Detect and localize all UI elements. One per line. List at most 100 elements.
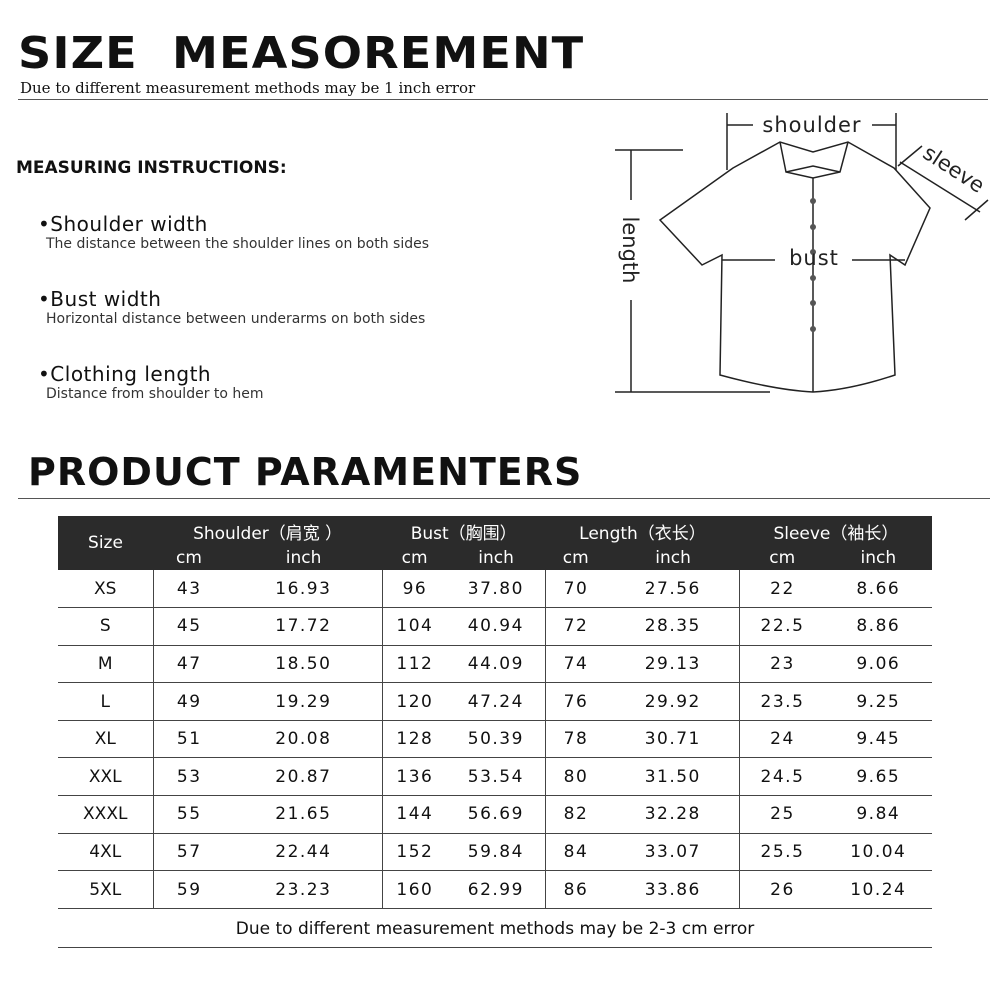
size-cell: XL [58, 720, 154, 759]
value-cell: 29.92 [606, 682, 741, 721]
group-header: Length（衣长） [545, 516, 740, 546]
value-cell: 70 [545, 570, 607, 609]
value-cell: 47.24 [447, 682, 546, 721]
value-cell: 27.56 [606, 570, 741, 609]
value-cell: 53.54 [447, 757, 546, 797]
unit-header: inch [447, 546, 546, 570]
instruction-desc: Distance from shoulder to hem [46, 386, 264, 402]
value-cell: 86 [545, 870, 607, 909]
unit-header: inch [606, 546, 740, 570]
value-cell: 76 [545, 682, 607, 721]
value-cell: 43 [153, 570, 225, 609]
table-row: XL 51 20.08 128 50.39 78 30.71 24 9.45 [58, 720, 932, 759]
value-cell: 120 [382, 682, 448, 721]
value-cell: 21.65 [224, 795, 383, 834]
value-cell: 47 [153, 645, 225, 684]
length-label: length [618, 217, 642, 284]
value-cell: 33.07 [606, 833, 741, 872]
unit-header: cm [739, 546, 825, 570]
divider [18, 498, 990, 499]
value-cell: 22.44 [224, 833, 383, 872]
value-cell: 74 [545, 645, 607, 684]
value-cell: 28.35 [606, 607, 741, 646]
instruction-desc: The distance between the shoulder lines … [46, 236, 430, 252]
group-header: Shoulder（肩宽 ） [153, 516, 383, 546]
value-cell: 59 [153, 870, 225, 909]
sleeve-label: sleeve [919, 141, 989, 198]
value-cell: 56.69 [447, 795, 546, 834]
shirt-diagram: shoulder bust length sleeve [615, 113, 989, 393]
table-row: 5XL 59 23.23 160 62.99 86 33.86 26 10.24 [58, 870, 932, 909]
value-cell: 49 [153, 682, 225, 721]
value-cell: 96 [382, 570, 448, 609]
size-cell: S [58, 607, 154, 646]
value-cell: 8.66 [824, 570, 932, 609]
instruction-label: •Clothing length [38, 362, 212, 386]
table-row: XXXL 55 21.65 144 56.69 82 32.28 25 9.84 [58, 795, 932, 834]
value-cell: 25 [739, 795, 825, 834]
error-note: Due to different measurement methods may… [20, 79, 476, 97]
value-cell: 62.99 [447, 870, 546, 909]
value-cell: 30.71 [606, 720, 741, 759]
instruction-label: •Bust width [38, 287, 162, 311]
value-cell: 16.93 [224, 570, 383, 609]
value-cell: 112 [382, 645, 448, 684]
instruction-label: •Shoulder width [38, 212, 208, 236]
instruction-shoulder: •Shoulder width The distance between the … [38, 212, 429, 252]
instruction-length: •Clothing length Distance from shoulder t… [38, 362, 264, 402]
table-row: M 47 18.50 112 44.09 74 29.13 23 9.06 [58, 645, 932, 684]
value-cell: 136 [382, 757, 448, 797]
value-cell: 40.94 [447, 607, 546, 646]
section-title: PRODUCT PARAMENTERS [28, 450, 583, 494]
table-row: XXL 53 20.87 136 53.54 80 31.50 24.5 9.65 [58, 757, 932, 797]
unit-header: cm [382, 546, 448, 570]
value-cell: 23.23 [224, 870, 383, 909]
table-row: 4XL 57 22.44 152 59.84 84 33.07 25.5 10.04 [58, 833, 932, 872]
value-cell: 20.87 [224, 757, 383, 797]
instruction-bust: •Bust width Horizontal distance between u… [38, 287, 425, 327]
instructions-title: MEASURING INSTRUCTIONS: [16, 158, 287, 178]
value-cell: 80 [545, 757, 607, 797]
value-cell: 53 [153, 757, 225, 797]
value-cell: 128 [382, 720, 448, 759]
table-row: XS 43 16.93 96 37.80 70 27.56 22 8.66 [58, 570, 932, 609]
value-cell: 25.5 [739, 833, 825, 872]
value-cell: 19.29 [224, 682, 383, 721]
value-cell: 9.84 [824, 795, 932, 834]
value-cell: 84 [545, 833, 607, 872]
instruction-desc: Horizontal distance between underarms on… [46, 311, 426, 327]
value-cell: 57 [153, 833, 225, 872]
unit-header: inch [224, 546, 383, 570]
value-cell: 55 [153, 795, 225, 834]
value-cell: 51 [153, 720, 225, 759]
shirt-outline [658, 141, 931, 393]
unit-header: inch [824, 546, 932, 570]
value-cell: 152 [382, 833, 448, 872]
value-cell: 104 [382, 607, 448, 646]
value-cell: 37.80 [447, 570, 546, 609]
size-cell: L [58, 682, 154, 721]
unit-header: cm [153, 546, 225, 570]
size-cell: 5XL [58, 870, 154, 909]
value-cell: 45 [153, 607, 225, 646]
size-cell: XS [58, 570, 154, 609]
value-cell: 22 [739, 570, 825, 609]
value-cell: 20.08 [224, 720, 383, 759]
table-footer-note: Due to different measurement methods may… [58, 912, 932, 948]
value-cell: 33.86 [606, 870, 741, 909]
value-cell: 24 [739, 720, 825, 759]
size-cell: XXL [58, 757, 154, 797]
value-cell: 44.09 [447, 645, 546, 684]
value-cell: 10.24 [824, 870, 932, 909]
group-header: Sleeve（袖长） [739, 516, 932, 546]
value-cell: 17.72 [224, 607, 383, 646]
value-cell: 18.50 [224, 645, 383, 684]
value-cell: 78 [545, 720, 607, 759]
value-cell: 23.5 [739, 682, 825, 721]
value-cell: 32.28 [606, 795, 741, 834]
size-table: Size Shoulder（肩宽 ） Bust（胸围） Length（衣长） S… [58, 516, 932, 909]
value-cell: 160 [382, 870, 448, 909]
value-cell: 26 [739, 870, 825, 909]
value-cell: 82 [545, 795, 607, 834]
table-row: S 45 17.72 104 40.94 72 28.35 22.5 8.86 [58, 607, 932, 646]
